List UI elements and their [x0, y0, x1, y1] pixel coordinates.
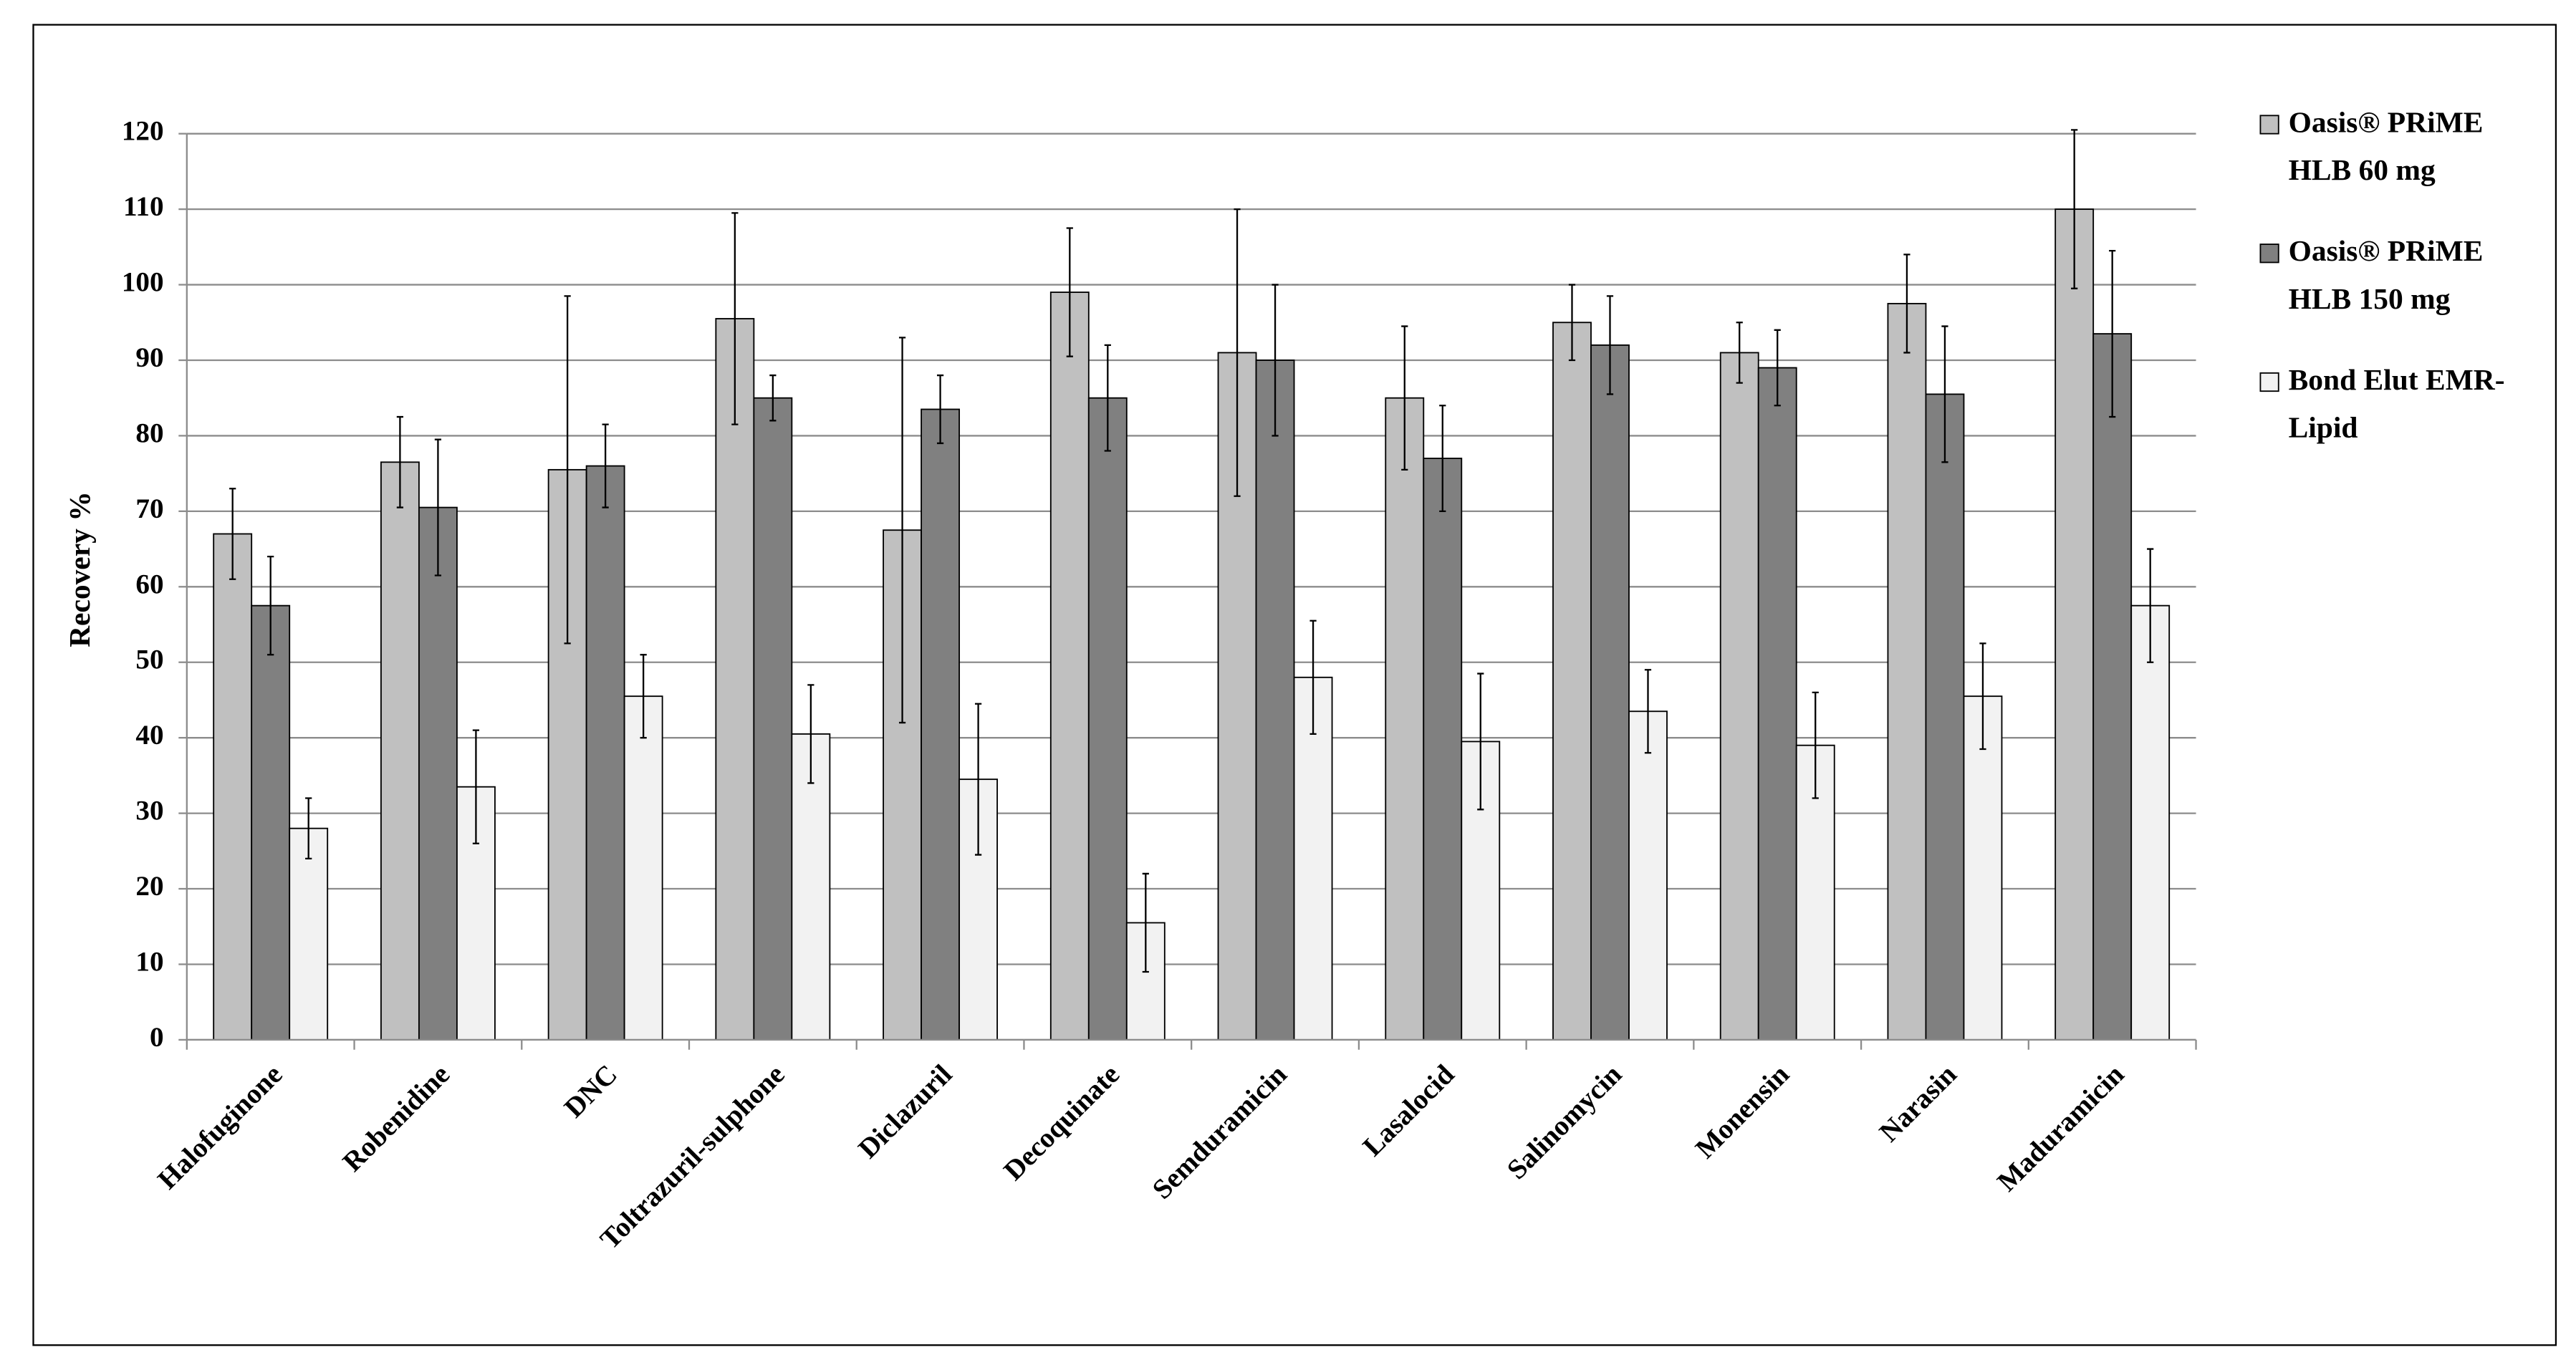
error-bar: [936, 374, 944, 445]
legend-label: Oasis® PRiME HLB 60 mg: [2288, 105, 2484, 187]
bar: [715, 318, 755, 1041]
error-bar: [1477, 672, 1484, 811]
bar: [1963, 695, 2003, 1041]
bar: [2092, 333, 2133, 1041]
bar: [1628, 710, 1668, 1041]
error-bar: [1568, 284, 1576, 362]
bar: [1385, 397, 1425, 1041]
bar: [921, 408, 961, 1041]
error-bar: [1104, 344, 1111, 452]
legend-label: Oasis® PRiME HLB 150 mg: [2288, 234, 2484, 316]
error-bar: [2109, 249, 2116, 418]
bar: [289, 827, 329, 1041]
error-bar: [229, 488, 236, 580]
error-bar: [434, 438, 442, 577]
error-bar: [1903, 254, 1911, 354]
error-bar: [731, 212, 739, 425]
legend-item: Bond Elut EMR-Lipid: [2288, 363, 2505, 444]
bar: [791, 733, 831, 1041]
bar: [213, 533, 253, 1041]
bar: [1719, 352, 1759, 1041]
legend-item: Oasis® PRiME HLB 150 mg: [2288, 234, 2484, 316]
legend-swatch: [2259, 243, 2279, 264]
y-tick-label: 40: [135, 720, 163, 751]
error-bar: [1941, 325, 1948, 463]
y-tick-label: 30: [135, 796, 163, 826]
legend-swatch: [2259, 115, 2279, 135]
error-bar: [1644, 669, 1652, 754]
error-bar: [1774, 329, 1781, 407]
error-bar: [564, 295, 571, 645]
error-bar: [1234, 208, 1241, 497]
error-bar: [1979, 642, 1986, 751]
legend-label: Bond Elut EMR-Lipid: [2288, 363, 2505, 444]
error-bar: [1401, 325, 1408, 471]
y-tick-label: 60: [135, 569, 163, 599]
error-bar: [1142, 872, 1149, 973]
error-bar: [974, 703, 982, 856]
error-bar: [2071, 129, 2078, 289]
legend-swatch: [2259, 372, 2279, 392]
bar: [2130, 604, 2171, 1041]
bar: [1552, 322, 1592, 1041]
legend-item: Oasis® PRiME HLB 60 mg: [2288, 105, 2484, 187]
error-bar: [267, 555, 274, 656]
error-bar: [396, 415, 404, 508]
error-bar: [1272, 284, 1279, 437]
error-bar: [1439, 405, 1446, 513]
bar: [1590, 344, 1630, 1041]
y-axis-label: Recovery %: [63, 491, 96, 647]
bar: [753, 397, 793, 1041]
error-bar: [1736, 322, 1743, 384]
error-bar: [807, 684, 814, 784]
error-bar: [1606, 295, 1614, 395]
y-tick-label: 120: [122, 116, 164, 147]
y-tick-label: 100: [122, 267, 164, 298]
bar: [623, 695, 663, 1041]
bar: [1887, 302, 1927, 1041]
bar: [251, 604, 291, 1041]
error-bar: [472, 729, 480, 844]
bar: [418, 506, 458, 1041]
error-bar: [1309, 619, 1317, 736]
y-tick-label: 110: [123, 191, 164, 222]
y-tick-label: 0: [150, 1022, 164, 1053]
y-tick-label: 10: [135, 946, 163, 977]
error-bar: [1812, 691, 1819, 799]
y-tick-label: 20: [135, 871, 163, 902]
bar: [1255, 360, 1295, 1041]
bar: [1925, 393, 1965, 1041]
error-bar: [898, 337, 906, 724]
y-tick-label: 90: [135, 342, 163, 373]
bar: [585, 465, 625, 1041]
bar: [380, 461, 420, 1041]
y-tick-label: 80: [135, 418, 163, 448]
error-bar: [769, 374, 777, 422]
error-bar: [602, 423, 609, 508]
bar: [2054, 208, 2095, 1041]
bar: [1757, 367, 1797, 1041]
error-bar: [305, 797, 312, 860]
y-tick-label: 50: [135, 645, 163, 675]
bar: [1049, 291, 1090, 1041]
error-bar: [1066, 227, 1073, 357]
bar: [1423, 458, 1463, 1041]
error-bar: [640, 654, 647, 739]
y-tick-label: 70: [135, 493, 163, 524]
bar: [1087, 397, 1128, 1041]
error-bar: [2147, 548, 2154, 663]
